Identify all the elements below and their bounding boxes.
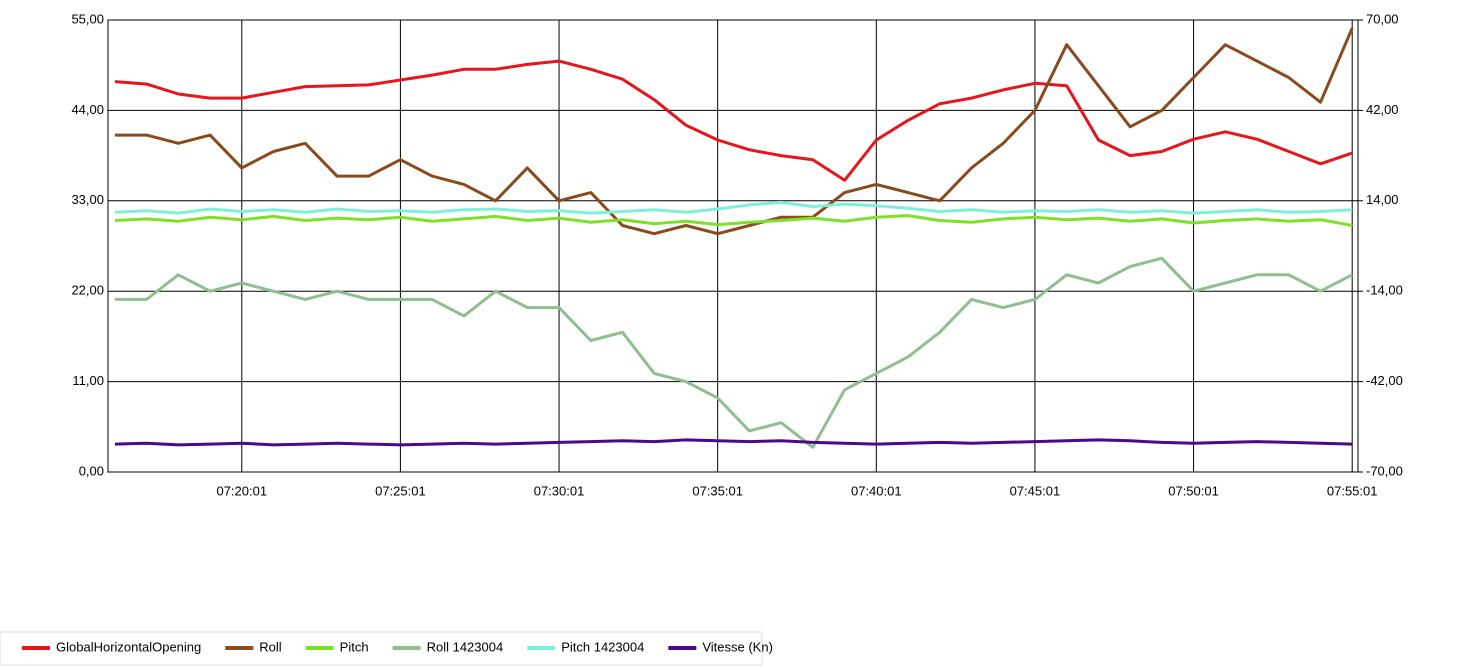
series-line: [114, 27, 1354, 236]
y-tick-label: 22,00: [71, 283, 104, 298]
legend-label: Roll: [259, 639, 282, 654]
y2-tick-label: 42,00: [1366, 102, 1399, 117]
y2-tick-label: 14,00: [1366, 192, 1399, 207]
legend-label: Vitesse (Kn): [702, 639, 773, 654]
y-tick-label: 0,00: [79, 463, 104, 478]
x-tick-label: 07:45:01: [1010, 483, 1061, 498]
x-tick-label: 07:25:01: [375, 483, 426, 498]
y-tick-label: 44,00: [71, 102, 104, 117]
legend-label: Pitch: [340, 639, 369, 654]
y2-tick-label: -14,00: [1366, 283, 1403, 298]
x-tick-label: 07:40:01: [851, 483, 902, 498]
legend-label: Roll 1423004: [427, 639, 504, 654]
y2-tick-label: -42,00: [1366, 373, 1403, 388]
y-tick-label: 55,00: [71, 11, 104, 26]
x-tick-label: 07:50:01: [1168, 483, 1219, 498]
x-tick-label: 07:20:01: [216, 483, 267, 498]
series-line: [114, 214, 1353, 227]
series-line: [114, 438, 1353, 447]
legend-box: [0, 631, 763, 666]
series-line: [114, 200, 1353, 215]
plot-frame: [107, 19, 1359, 473]
y-tick-label: 11,00: [72, 373, 104, 388]
series-line: [114, 59, 1353, 182]
x-tick-label: 07:30:01: [534, 483, 585, 498]
legend-label: Pitch 1423004: [561, 639, 644, 654]
x-tick-label: 07:55:01: [1327, 483, 1378, 498]
series-line: [114, 256, 1353, 449]
y2-tick-label: -70,00: [1366, 463, 1403, 478]
y2-tick-label: 70,00: [1366, 11, 1399, 26]
legend-label: GlobalHorizontalOpening: [56, 639, 201, 654]
x-tick-label: 07:35:01: [692, 483, 743, 498]
y-tick-label: 33,00: [71, 192, 104, 207]
